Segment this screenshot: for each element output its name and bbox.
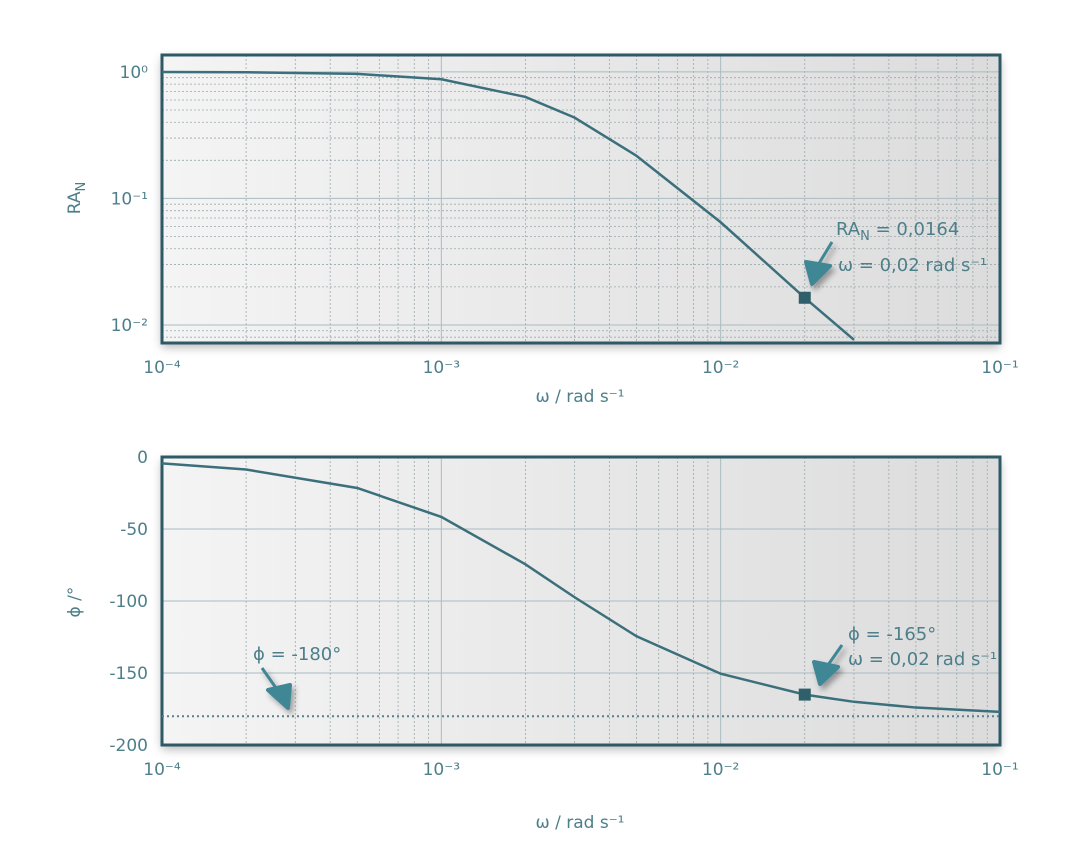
annotation-sub: N (860, 229, 870, 244)
annotation: ϕ = -180° (253, 644, 341, 665)
y-axis-label-sub: N (74, 182, 89, 192)
x-tick-label: 10⁻¹ (981, 760, 1018, 780)
marker (798, 688, 811, 701)
plot-area (162, 462, 1000, 718)
annotation: ω = 0,02 rad s⁻¹ (848, 649, 997, 670)
y-axis-label: RAN (65, 182, 89, 215)
x-axis-label: ω / rad s⁻¹ (535, 813, 624, 833)
chart-bottom: 10⁻⁴ 10⁻³ 10⁻² 10⁻¹ -200 -150 -100 -50 0 (109, 448, 1018, 780)
x-tick-label: 10⁻² (702, 760, 739, 780)
y-tick-label: 10⁰ (120, 63, 149, 83)
marker (798, 291, 811, 304)
annotation-main: RA (836, 219, 861, 240)
y-tick-label: -50 (120, 520, 148, 540)
arrow-shaft (260, 667, 278, 689)
y-tick-label: -100 (109, 592, 148, 612)
grid (162, 457, 1000, 745)
x-tick-label: 10⁻³ (423, 358, 460, 378)
plot-frame (160, 455, 1002, 747)
plot-frame (160, 53, 1002, 345)
y-tick-label: 0 (137, 448, 148, 468)
annotation: RAN = 0,0164 (836, 219, 959, 244)
arrow-head (266, 683, 292, 710)
plot-background (162, 55, 1000, 343)
y-tick-label: -150 (109, 664, 148, 684)
y-tick-label: -200 (109, 736, 148, 756)
x-axis-label: ω / rad s⁻¹ (535, 387, 624, 407)
annotation: ϕ = -165° (848, 624, 936, 645)
y-tick-label: 10⁻¹ (111, 189, 148, 209)
arrows (260, 241, 844, 710)
y-axis-label: ϕ /° (65, 587, 85, 618)
x-tick-label: 10⁻⁴ (143, 358, 181, 378)
arrow-shaft (816, 241, 834, 266)
y-axis-label-main: RA (65, 191, 85, 214)
y-tick-label: 10⁻² (111, 316, 148, 336)
plot-area (162, 70, 855, 341)
arrow-head (804, 260, 832, 286)
arrow-shaft (826, 644, 844, 666)
data-line (162, 462, 1000, 714)
chart-top: 10⁻⁴ 10⁻³ 10⁻² 10⁻¹ 10⁻² 10⁻¹ 10⁰ (111, 53, 1019, 378)
annotation-suffix: = 0,0164 (870, 219, 960, 240)
annotation: ω = 0,02 rad s⁻¹ (838, 255, 987, 276)
x-tick-label: 10⁻¹ (981, 358, 1018, 378)
x-tick-label: 10⁻² (702, 358, 739, 378)
x-tick-label: 10⁻⁴ (143, 760, 181, 780)
arrow-head (812, 660, 840, 686)
data-line (162, 70, 855, 341)
x-tick-label: 10⁻³ (423, 760, 460, 780)
grid (162, 55, 1000, 343)
